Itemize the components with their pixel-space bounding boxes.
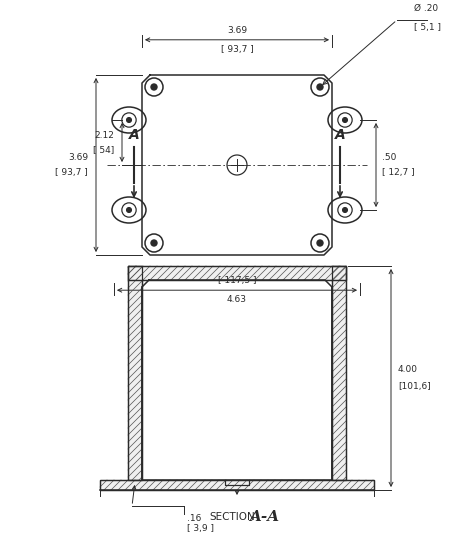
- Text: Ø .20: Ø .20: [414, 4, 438, 13]
- Text: 4.00: 4.00: [398, 365, 418, 374]
- Text: 3.69: 3.69: [227, 26, 247, 35]
- Circle shape: [343, 208, 347, 212]
- Text: .50: .50: [382, 154, 396, 163]
- Circle shape: [317, 240, 323, 246]
- Text: [ 93,7 ]: [ 93,7 ]: [55, 169, 88, 178]
- Text: SECTION: SECTION: [209, 512, 255, 522]
- Bar: [100, 480, 374, 490]
- Text: .16: .16: [187, 514, 201, 523]
- Bar: [128, 266, 142, 480]
- Bar: [332, 266, 346, 480]
- Text: [ 54]: [ 54]: [93, 145, 114, 154]
- Text: [ 5,1 ]: [ 5,1 ]: [414, 23, 441, 32]
- Bar: [128, 266, 142, 480]
- Text: [101,6]: [101,6]: [398, 381, 431, 391]
- Text: [ 93,7 ]: [ 93,7 ]: [220, 45, 254, 54]
- Text: 3.69: 3.69: [68, 152, 88, 162]
- Ellipse shape: [328, 107, 362, 133]
- Text: A: A: [128, 128, 139, 142]
- Bar: [128, 266, 346, 280]
- Circle shape: [317, 84, 323, 90]
- Text: A-A: A-A: [249, 510, 279, 524]
- Text: 2.12: 2.12: [94, 131, 114, 140]
- Text: [ 3,9 ]: [ 3,9 ]: [187, 524, 214, 533]
- Circle shape: [343, 118, 347, 123]
- Ellipse shape: [112, 197, 146, 223]
- Ellipse shape: [112, 107, 146, 133]
- Text: A: A: [335, 128, 346, 142]
- Circle shape: [151, 240, 157, 246]
- Text: [ 12,7 ]: [ 12,7 ]: [382, 167, 415, 177]
- Ellipse shape: [328, 197, 362, 223]
- Text: 4.63: 4.63: [227, 295, 247, 304]
- Bar: [100, 480, 374, 490]
- Circle shape: [151, 84, 157, 90]
- Text: [ 117,5 ]: [ 117,5 ]: [218, 276, 256, 285]
- Bar: [332, 266, 346, 480]
- Circle shape: [127, 118, 131, 123]
- Circle shape: [127, 208, 131, 212]
- Bar: [128, 266, 346, 280]
